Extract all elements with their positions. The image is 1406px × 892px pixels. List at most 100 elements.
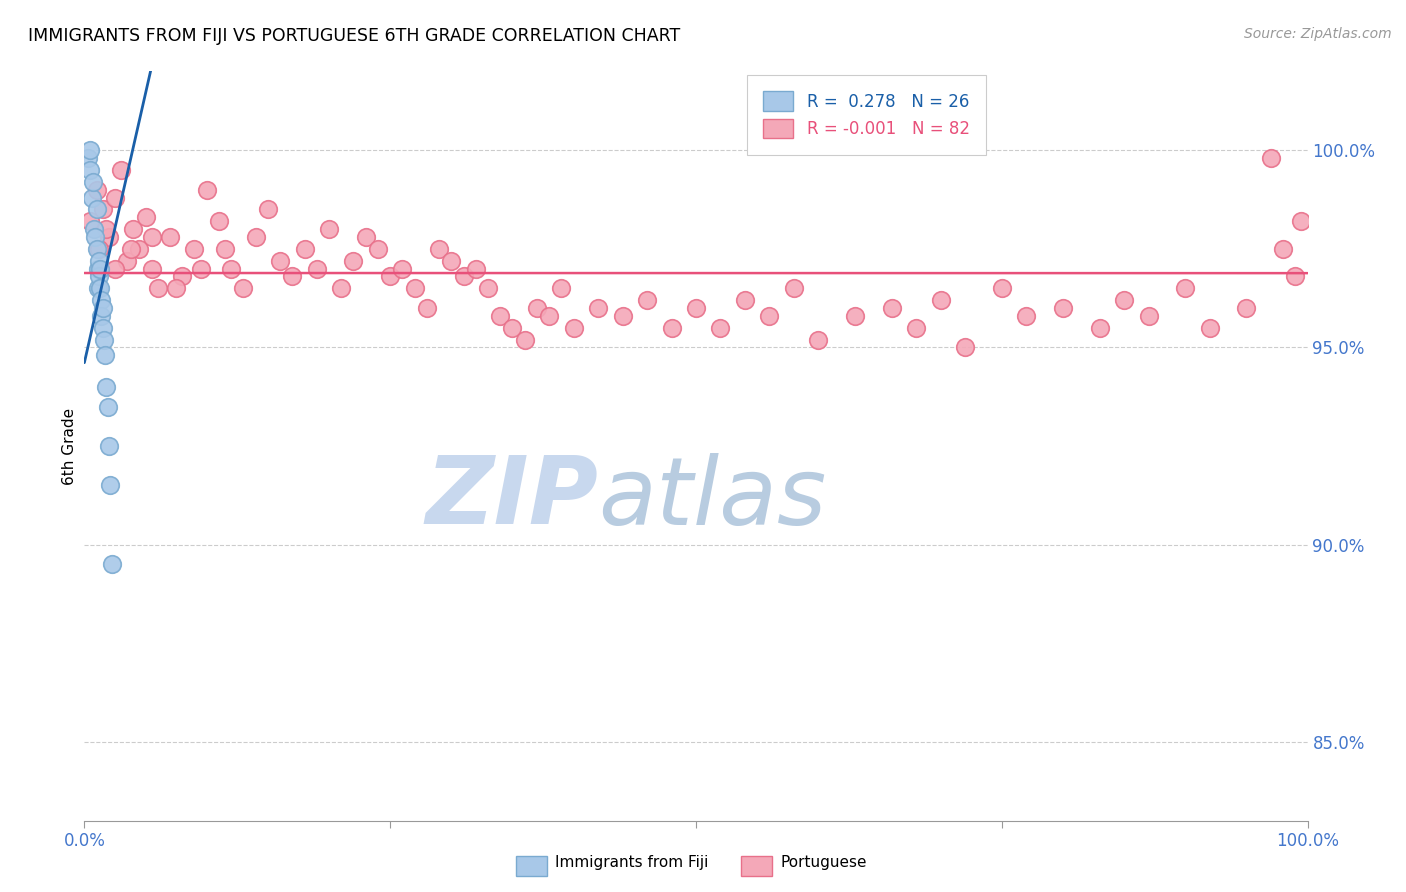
Legend: R =  0.278   N = 26, R = -0.001   N = 82: R = 0.278 N = 26, R = -0.001 N = 82 [752, 79, 981, 150]
Point [91, 320, 114, 334]
Point [115, 253, 138, 268]
Point [427, 242, 450, 256]
Point [612, 309, 634, 323]
Point [513, 333, 536, 347]
Point [80, 190, 103, 204]
Point [87, 269, 110, 284]
Point [96, 380, 118, 394]
Point [91, 202, 114, 217]
Point [84, 230, 107, 244]
Point [269, 253, 291, 268]
Point [685, 301, 707, 315]
Point [844, 309, 866, 323]
Point [538, 309, 561, 323]
Point [104, 261, 127, 276]
Point [87, 281, 110, 295]
Point [96, 222, 118, 236]
Point [991, 281, 1014, 295]
Text: ZIP: ZIP [425, 452, 598, 544]
Point [1291, 214, 1313, 228]
Point [120, 242, 142, 256]
Point [82, 175, 104, 189]
Point [79, 143, 101, 157]
Point [1052, 301, 1074, 315]
Point [79, 163, 101, 178]
Point [87, 242, 110, 256]
Point [90, 293, 112, 307]
Point [94, 348, 117, 362]
Point [1260, 151, 1282, 165]
Point [367, 242, 389, 256]
Point [562, 320, 585, 334]
Point [294, 242, 316, 256]
Point [86, 202, 108, 217]
Point [1137, 309, 1160, 323]
Point [257, 202, 280, 217]
Point [1174, 281, 1197, 295]
Point [89, 281, 111, 295]
Point [586, 301, 609, 315]
Text: IMMIGRANTS FROM FIJI VS PORTUGUESE 6TH GRADE CORRELATION CHART: IMMIGRANTS FROM FIJI VS PORTUGUESE 6TH G… [28, 27, 681, 45]
Point [526, 301, 548, 315]
Point [86, 183, 108, 197]
Point [758, 309, 780, 323]
Point [1198, 320, 1220, 334]
Point [416, 301, 439, 315]
Point [159, 230, 181, 244]
Point [214, 242, 236, 256]
Point [1114, 293, 1136, 307]
Point [79, 214, 101, 228]
Point [404, 281, 426, 295]
Point [86, 242, 108, 256]
Point [709, 320, 731, 334]
Point [1284, 269, 1306, 284]
Point [929, 293, 952, 307]
Text: Portuguese: Portuguese [780, 855, 868, 870]
Point [380, 269, 402, 284]
Point [97, 230, 120, 244]
Point [141, 261, 163, 276]
Point [77, 151, 100, 165]
Point [93, 333, 115, 347]
Point [905, 320, 928, 334]
Point [97, 439, 120, 453]
Point [165, 281, 187, 295]
Point [90, 309, 112, 323]
Point [489, 309, 512, 323]
Point [195, 183, 218, 197]
Point [354, 230, 377, 244]
Y-axis label: 6th Grade: 6th Grade [62, 408, 77, 484]
Point [122, 222, 145, 236]
Point [219, 261, 242, 276]
Point [502, 320, 524, 334]
Point [440, 253, 463, 268]
Text: Source: ZipAtlas.com: Source: ZipAtlas.com [1244, 27, 1392, 41]
Point [550, 281, 572, 295]
Point [83, 222, 105, 236]
Point [1236, 301, 1258, 315]
Point [953, 340, 976, 354]
Point [342, 253, 364, 268]
Point [91, 301, 114, 315]
Point [232, 281, 254, 295]
Text: atlas: atlas [598, 453, 827, 544]
Point [172, 269, 194, 284]
Point [141, 230, 163, 244]
Point [1088, 320, 1111, 334]
Point [734, 293, 756, 307]
Point [245, 230, 267, 244]
Point [281, 269, 304, 284]
Point [391, 261, 413, 276]
Point [661, 320, 683, 334]
Point [98, 478, 121, 492]
Point [880, 301, 903, 315]
Point [208, 214, 231, 228]
Point [135, 211, 157, 225]
Point [128, 242, 150, 256]
Point [146, 281, 169, 295]
Point [318, 222, 340, 236]
Point [636, 293, 658, 307]
Point [1272, 242, 1295, 256]
Point [464, 261, 486, 276]
Point [87, 261, 110, 276]
